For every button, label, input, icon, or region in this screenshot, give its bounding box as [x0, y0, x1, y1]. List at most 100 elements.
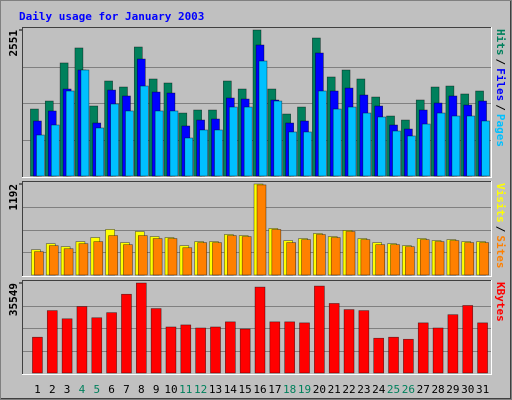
bar — [417, 322, 429, 374]
bar — [403, 338, 414, 374]
x-tick-label: 12 — [194, 383, 207, 396]
bar — [362, 112, 372, 177]
x-tick-label: 22 — [342, 383, 355, 396]
bar — [271, 229, 282, 276]
bar — [91, 317, 103, 374]
legend: Visits / Sites — [494, 183, 507, 269]
bar — [48, 245, 59, 276]
bar — [462, 305, 474, 374]
bar — [254, 286, 266, 374]
bar — [199, 129, 208, 177]
bar — [477, 322, 488, 374]
bar — [256, 184, 267, 276]
bar — [241, 236, 252, 276]
bar — [314, 285, 325, 374]
bar — [125, 110, 134, 177]
bar — [390, 244, 400, 276]
bar — [481, 120, 490, 177]
bar — [286, 242, 296, 276]
bar — [347, 106, 357, 177]
y-tick-label: 35549 — [7, 283, 20, 316]
legend-separator: / — [494, 104, 507, 111]
x-tick-label: 28 — [431, 383, 444, 396]
bar — [150, 308, 162, 374]
x-tick-label: 9 — [153, 383, 160, 396]
x-tick-label: 14 — [224, 383, 238, 396]
bar — [214, 129, 223, 177]
bar — [419, 239, 430, 276]
bar — [93, 241, 104, 276]
bar — [479, 242, 489, 276]
bar — [227, 235, 237, 276]
bar — [392, 130, 401, 177]
legend-entry: Sites — [494, 235, 507, 268]
bar — [345, 231, 356, 276]
bar — [50, 124, 60, 177]
bar — [212, 242, 222, 276]
x-tick-label: 7 — [123, 383, 130, 396]
bar — [78, 243, 89, 276]
bar — [154, 110, 164, 177]
x-tick-label: 31 — [476, 383, 489, 396]
legend-entry: Visits — [494, 183, 507, 223]
legend-separator: / — [494, 226, 507, 233]
x-tick-label: 26 — [402, 383, 415, 396]
bar — [36, 134, 45, 177]
bar — [332, 108, 342, 177]
bar — [182, 247, 193, 276]
bar — [299, 322, 310, 374]
bar — [135, 282, 147, 374]
legend-separator: / — [494, 59, 507, 66]
bar — [243, 106, 253, 177]
bar — [301, 239, 311, 276]
y-tick-label: 1192 — [7, 184, 20, 211]
bar — [434, 241, 445, 276]
y-tick-label: 2551 — [7, 30, 20, 57]
x-tick-label: 16 — [253, 383, 266, 396]
bar — [405, 246, 415, 276]
bar — [316, 234, 326, 276]
legend-entry: Files — [494, 68, 507, 101]
bar — [466, 115, 476, 177]
bar — [373, 337, 385, 374]
x-tick-label: 25 — [387, 383, 400, 396]
bar — [330, 237, 341, 276]
bar — [184, 137, 194, 177]
bar — [464, 242, 475, 276]
x-tick-label: 11 — [179, 383, 192, 396]
bar — [343, 309, 355, 374]
bar — [421, 123, 431, 177]
bar — [180, 324, 192, 374]
x-tick-label: 2 — [49, 383, 56, 396]
bar — [288, 131, 297, 177]
bar — [447, 314, 459, 374]
bar — [225, 321, 236, 374]
x-tick-label: 10 — [164, 383, 177, 396]
bar — [328, 303, 340, 374]
bar — [195, 327, 206, 374]
bar — [80, 69, 90, 177]
bar — [139, 85, 149, 177]
x-tick-label: 4 — [79, 383, 86, 396]
bar — [273, 100, 283, 177]
bar — [303, 131, 312, 177]
bar — [449, 240, 460, 276]
bar — [167, 238, 178, 276]
legend-entry: Hits — [494, 29, 507, 56]
bar — [34, 251, 44, 276]
bar — [358, 310, 370, 374]
bar — [165, 326, 177, 374]
x-tick-label: 13 — [209, 383, 222, 396]
bar — [451, 115, 461, 177]
bar — [269, 321, 281, 374]
bar — [258, 60, 268, 177]
bar — [95, 127, 105, 177]
bar — [229, 106, 238, 177]
x-tick-label: 15 — [239, 383, 252, 396]
x-tick-label: 27 — [417, 383, 430, 396]
bar — [106, 312, 117, 374]
x-tick-label: 30 — [461, 383, 474, 396]
bar — [32, 336, 43, 374]
x-tick-label: 19 — [298, 383, 311, 396]
